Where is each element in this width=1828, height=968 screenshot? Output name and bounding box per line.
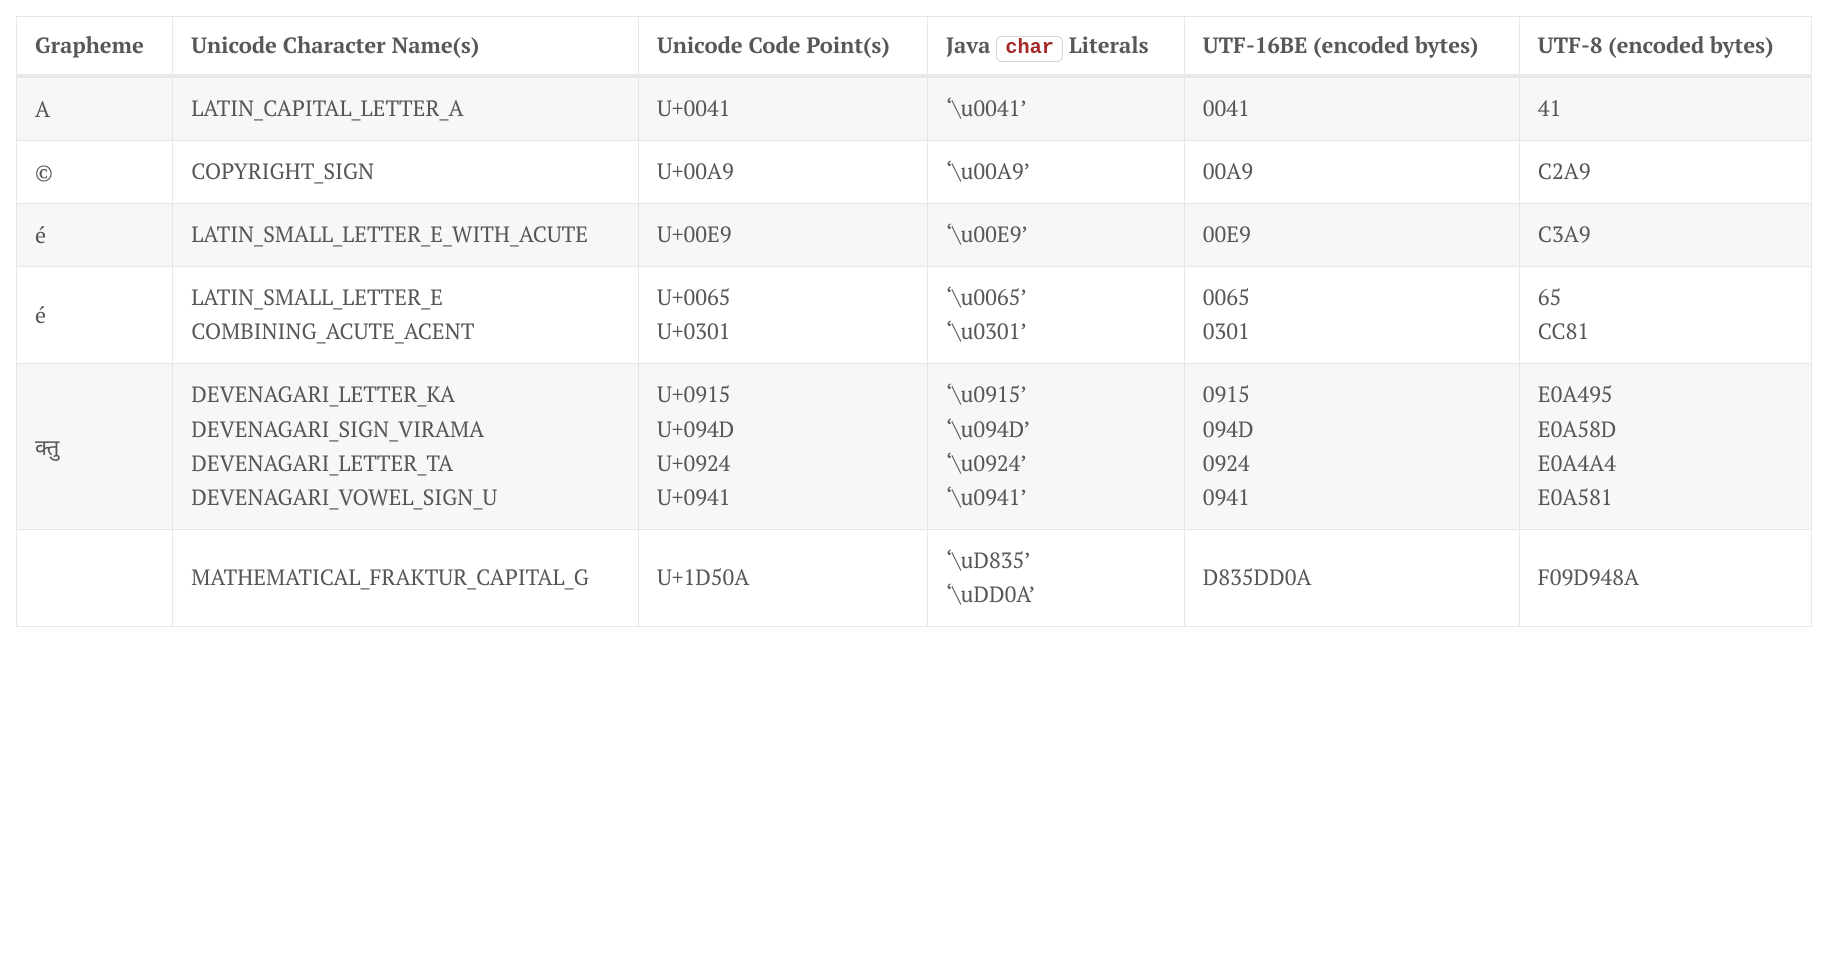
table-row: © COPYRIGHT_SIGN U+00A9 ‘\u00A9’ 00A9 C2…: [17, 141, 1812, 204]
col-grapheme: Grapheme: [17, 17, 173, 77]
cell-grapheme: [17, 529, 173, 626]
cell-names: DEVENAGARI_LETTER_KA DEVENAGARI_SIGN_VIR…: [173, 364, 639, 529]
cell-utf8: E0A495 E0A58D E0A4A4 E0A581: [1519, 364, 1811, 529]
unicode-table: Grapheme Unicode Character Name(s) Unico…: [16, 16, 1812, 627]
cell-utf16: 0041: [1184, 76, 1519, 141]
cell-java: ‘\u0041’: [927, 76, 1184, 141]
cell-utf16: D835DD0A: [1184, 529, 1519, 626]
cell-names: COPYRIGHT_SIGN: [173, 141, 639, 204]
col-names: Unicode Character Name(s): [173, 17, 639, 77]
cell-java: ‘\u00A9’: [927, 141, 1184, 204]
cell-grapheme: क्तु: [17, 364, 173, 529]
cell-utf8: 41: [1519, 76, 1811, 141]
header-row: Grapheme Unicode Character Name(s) Unico…: [17, 17, 1812, 77]
cell-codepoints: U+0041: [638, 76, 927, 141]
cell-utf8: 65 CC81: [1519, 267, 1811, 364]
char-keyword: char: [996, 36, 1063, 62]
cell-utf8: C2A9: [1519, 141, 1811, 204]
cell-utf16: 00A9: [1184, 141, 1519, 204]
cell-utf8: F09D948A: [1519, 529, 1811, 626]
cell-names: LATIN_SMALL_LETTER_E COMBINING_ACUTE_ACE…: [173, 267, 639, 364]
cell-grapheme: é: [17, 267, 173, 364]
cell-grapheme: A: [17, 76, 173, 141]
col-utf8: UTF-8 (encoded bytes): [1519, 17, 1811, 77]
col-codepoints: Unicode Code Point(s): [638, 17, 927, 77]
cell-utf16: 0915 094D 0924 0941: [1184, 364, 1519, 529]
col-java-prefix: Java: [946, 31, 996, 60]
cell-grapheme: ©: [17, 141, 173, 204]
table-row: क्तु DEVENAGARI_LETTER_KA DEVENAGARI_SIG…: [17, 364, 1812, 529]
cell-names: LATIN_SMALL_LETTER_E_WITH_ACUTE: [173, 204, 639, 267]
cell-names: LATIN_CAPITAL_LETTER_A: [173, 76, 639, 141]
cell-java: ‘\uD835’ ‘\uDD0A’: [927, 529, 1184, 626]
cell-utf16: 00E9: [1184, 204, 1519, 267]
col-java-suffix: Literals: [1063, 31, 1149, 60]
cell-names: MATHEMATICAL_FRAKTUR_CAPITAL_G: [173, 529, 639, 626]
cell-utf8: C3A9: [1519, 204, 1811, 267]
table-row: A LATIN_CAPITAL_LETTER_A U+0041 ‘\u0041’…: [17, 76, 1812, 141]
cell-grapheme: é: [17, 204, 173, 267]
cell-java: ‘\u0915’ ‘\u094D’ ‘\u0924’ ‘\u0941’: [927, 364, 1184, 529]
col-utf16: UTF-16BE (encoded bytes): [1184, 17, 1519, 77]
table-row: é LATIN_SMALL_LETTER_E_WITH_ACUTE U+00E9…: [17, 204, 1812, 267]
cell-utf16: 0065 0301: [1184, 267, 1519, 364]
cell-codepoints: U+0915 U+094D U+0924 U+0941: [638, 364, 927, 529]
cell-codepoints: U+00E9: [638, 204, 927, 267]
cell-java: ‘\u00E9’: [927, 204, 1184, 267]
cell-codepoints: U+0065 U+0301: [638, 267, 927, 364]
cell-codepoints: U+1D50A: [638, 529, 927, 626]
table-row: é LATIN_SMALL_LETTER_E COMBINING_ACUTE_…: [17, 267, 1812, 364]
col-java: Java char Literals: [927, 17, 1184, 77]
cell-codepoints: U+00A9: [638, 141, 927, 204]
table-row: MATHEMATICAL_FRAKTUR_CAPITAL_G U+1D50A ‘…: [17, 529, 1812, 626]
cell-java: ‘\u0065’ ‘\u0301’: [927, 267, 1184, 364]
